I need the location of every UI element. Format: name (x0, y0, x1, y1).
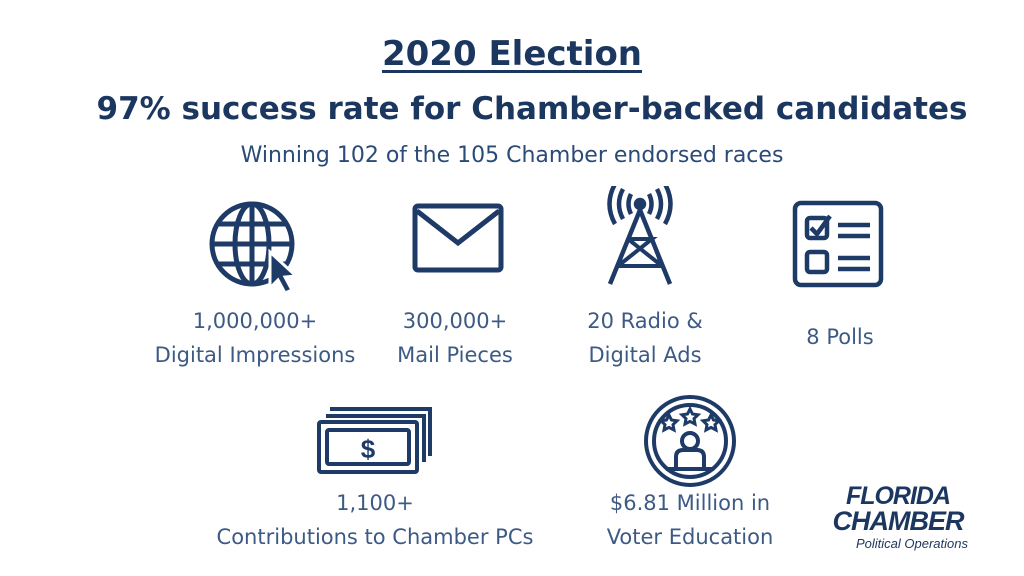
voter-stars-icon (642, 393, 738, 489)
stat-label: Digital Impressions (154, 343, 356, 367)
envelope-icon (412, 203, 504, 273)
checklist-icon (792, 200, 884, 288)
stat-value: 1,100+ (336, 491, 414, 515)
stat-voter-education: $6.81 Million in Voter Education (590, 486, 790, 554)
stat-value: 8 Polls (806, 325, 874, 349)
money-bills-icon: $ (316, 404, 434, 476)
florida-chamber-logo: FLORIDA CHAMBER Political Operations (818, 482, 978, 552)
stat-label: Mail Pieces (397, 343, 513, 367)
stat-contributions: 1,100+ Contributions to Chamber PCs (200, 486, 550, 554)
stat-value: 20 Radio & (587, 309, 703, 333)
stat-value: 1,000,000+ (192, 309, 318, 333)
page-title: 2020 Election (381, 34, 643, 74)
stat-label: Digital Ads (588, 343, 702, 367)
stat-label: Contributions to Chamber PCs (216, 525, 534, 549)
radio-tower-icon (604, 186, 676, 286)
stat-value: 300,000+ (402, 309, 508, 333)
globe-cursor-icon (208, 200, 304, 296)
svg-text:$: $ (361, 434, 376, 464)
stat-radio-digital-ads: 20 Radio & Digital Ads (560, 304, 730, 372)
stat-mail-pieces: 300,000+ Mail Pieces (370, 304, 540, 372)
logo-line-florida: FLORIDA (845, 482, 951, 510)
stat-label: Voter Education (606, 525, 774, 549)
stat-digital-impressions: 1,000,000+ Digital Impressions (150, 304, 360, 372)
tagline: Winning 102 of the 105 Chamber endorsed … (240, 143, 784, 168)
page-subtitle: 97% success rate for Chamber-backed cand… (96, 91, 968, 127)
logo-line-political-operations: Political Operations (856, 536, 968, 551)
logo-line-chamber: CHAMBER (832, 506, 965, 536)
stat-value: $6.81 Million in (609, 491, 771, 515)
stat-polls: 8 Polls (760, 320, 920, 354)
